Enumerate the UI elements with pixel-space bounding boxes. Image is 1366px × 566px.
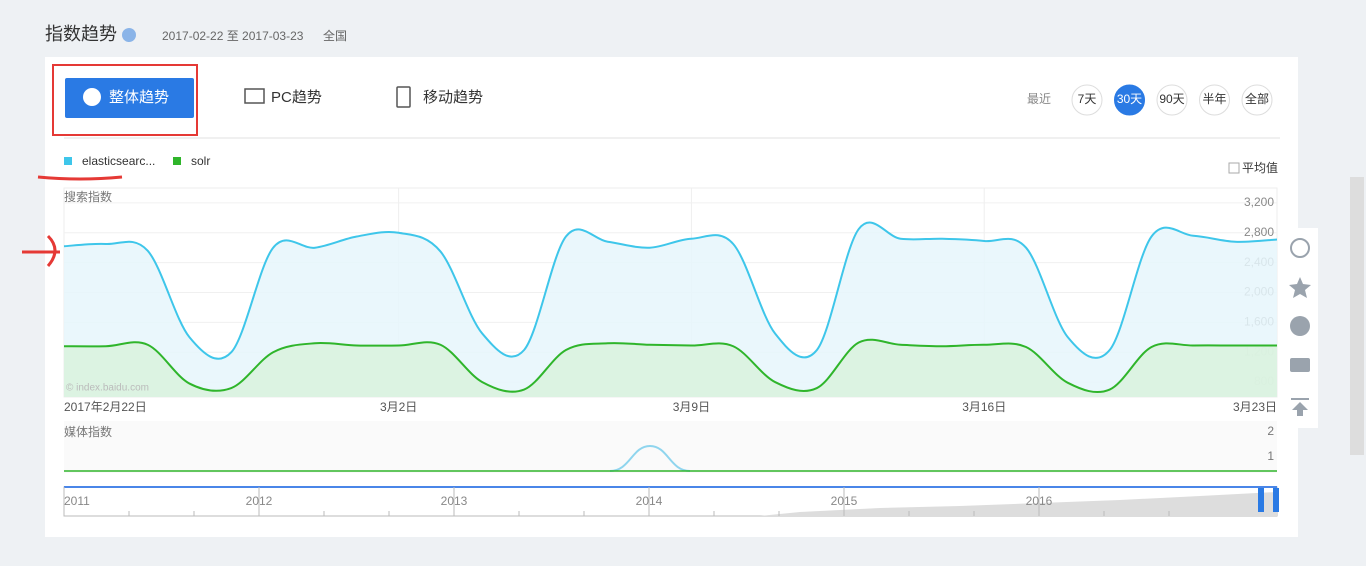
x-tick-label: 3月2日 bbox=[380, 400, 417, 414]
line bbox=[63, 338, 1277, 394]
timeline-year: 2013 bbox=[441, 494, 468, 508]
legend-swatch[interactable] bbox=[173, 157, 181, 165]
range-button[interactable] bbox=[1241, 84, 1273, 116]
side-icons[interactable] bbox=[1289, 238, 1311, 416]
annotation-box bbox=[52, 64, 198, 136]
y-tick-label: 2,800 bbox=[1244, 225, 1274, 239]
x-tick-label: 3月9日 bbox=[673, 400, 710, 414]
media-label: 媒体指数 bbox=[64, 424, 112, 439]
average-label[interactable]: 平均值 bbox=[1242, 160, 1278, 175]
region: 全国 bbox=[323, 28, 347, 43]
legend-label[interactable]: solr bbox=[191, 154, 210, 168]
timeline-year: 2015 bbox=[831, 494, 858, 508]
range-option[interactable]: 全部 bbox=[1245, 91, 1269, 106]
media-bump bbox=[609, 444, 691, 472]
tab[interactable]: 移动趋势 bbox=[423, 89, 483, 106]
handle[interactable] bbox=[1258, 488, 1264, 512]
y-label: 搜索指数 bbox=[64, 189, 112, 204]
legend-swatch[interactable] bbox=[64, 157, 72, 165]
y-tick-label: 3,200 bbox=[1244, 195, 1274, 209]
handle[interactable] bbox=[1273, 488, 1279, 512]
x-tick-label: 3月23日 bbox=[1233, 400, 1277, 414]
range-button[interactable] bbox=[1114, 84, 1145, 116]
range-button[interactable] bbox=[1156, 84, 1188, 116]
mobile-icon bbox=[396, 86, 411, 108]
legend-label[interactable]: elasticsearc... bbox=[82, 154, 155, 168]
pc-icon bbox=[244, 88, 265, 104]
timeline-area bbox=[760, 492, 1277, 516]
timeline-year: 2012 bbox=[246, 494, 273, 508]
tab-active[interactable] bbox=[65, 78, 194, 118]
range-option[interactable]: 7天 bbox=[1078, 92, 1097, 106]
timeline-year: 2016 bbox=[1026, 494, 1053, 508]
tab[interactable]: PC趋势 bbox=[271, 89, 322, 106]
range-option[interactable]: 30天 bbox=[1117, 92, 1142, 106]
range-option[interactable]: 半年 bbox=[1202, 92, 1226, 106]
line bbox=[63, 221, 1278, 360]
checkbox[interactable] bbox=[1228, 162, 1240, 174]
annotation-underline bbox=[37, 175, 123, 181]
timeline-year: 2014 bbox=[636, 494, 663, 508]
pie-icon bbox=[83, 88, 101, 106]
media-tick-label: 1 bbox=[1267, 449, 1274, 463]
range-label: 最近 bbox=[1027, 92, 1051, 106]
media-panel bbox=[64, 421, 1277, 473]
annotation-arrow bbox=[22, 234, 60, 267]
media-tick-label: 2 bbox=[1267, 424, 1274, 438]
title: 指数趋势 bbox=[45, 24, 117, 44]
x-tick-label: 2017年2月22日 bbox=[64, 400, 147, 414]
timeline-year: 2011 bbox=[64, 494, 90, 508]
range-button[interactable] bbox=[1199, 84, 1230, 116]
watermark: © index.baidu.com bbox=[66, 383, 149, 394]
range-button[interactable] bbox=[1071, 84, 1103, 116]
scrollbar[interactable] bbox=[1350, 177, 1364, 455]
tab[interactable]: 整体趋势 bbox=[109, 89, 169, 106]
range-option[interactable]: 90天 bbox=[1159, 92, 1184, 106]
date-range: 2017-02-22 至 2017-03-23 bbox=[162, 29, 304, 43]
x-tick-label: 3月16日 bbox=[962, 400, 1006, 414]
area bbox=[64, 339, 1277, 397]
help-icon[interactable] bbox=[122, 28, 136, 42]
